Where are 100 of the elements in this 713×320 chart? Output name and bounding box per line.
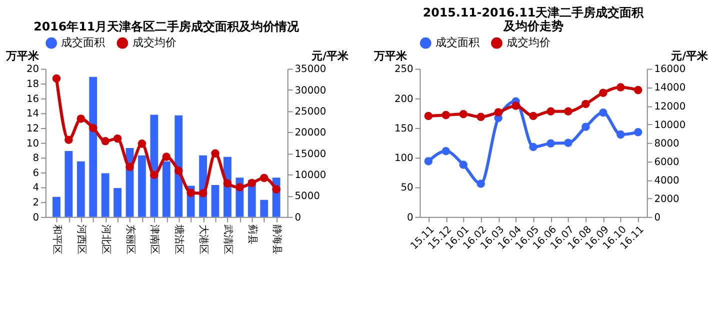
x-tick-label: 蓟县 (246, 224, 258, 244)
y2-tick-label: 2000 (654, 194, 680, 205)
y-axis-title: 万平米 (4, 49, 40, 62)
y2-tick-label: 10000 (654, 120, 686, 131)
y2-tick-label: 35000 (294, 64, 326, 76)
bar (174, 115, 183, 217)
y2-tick-label: 4000 (654, 175, 680, 186)
y2-tick-label: 30000 (294, 85, 326, 96)
point (442, 110, 450, 120)
y2-tick-label: 0 (294, 212, 302, 224)
point (150, 170, 158, 180)
point (223, 179, 232, 188)
y-tick-label: 20 (26, 64, 40, 76)
y2-tick-label: 12000 (654, 101, 686, 112)
point (162, 152, 171, 161)
x-tick-label: 武清区 (222, 224, 234, 254)
point (634, 86, 642, 94)
y-tick-label: 4 (32, 182, 40, 194)
point (564, 107, 572, 116)
legend-label: 成交面积 (436, 36, 480, 50)
y-tick-label: 150 (394, 123, 414, 134)
y2-tick-label: 14000 (654, 82, 686, 94)
point (186, 188, 195, 197)
point (424, 112, 433, 120)
point (459, 110, 468, 118)
bar (162, 161, 170, 217)
point (529, 142, 538, 152)
point (174, 166, 183, 175)
point (494, 108, 502, 116)
bar (76, 161, 85, 217)
point (564, 138, 572, 147)
y2-tick-label: 15000 (294, 148, 326, 160)
y2-tick-label: 0 (654, 212, 661, 224)
y-tick-label: 18 (26, 79, 40, 90)
y-tick-label: 8 (32, 153, 40, 164)
point (546, 107, 555, 116)
point (236, 183, 244, 192)
y-tick-label: 16 (26, 94, 40, 105)
point (138, 140, 146, 148)
point (616, 83, 625, 92)
x-tick-label: 大港区 (198, 224, 210, 254)
point (582, 122, 590, 131)
y2-tick-label: 5000 (294, 191, 320, 202)
bar (52, 196, 60, 217)
point (582, 100, 590, 108)
point (459, 160, 468, 169)
y2-tick-label: 25000 (294, 106, 326, 118)
point (88, 124, 98, 132)
x-tick-label: 静海县 (270, 224, 283, 254)
point (512, 102, 520, 110)
chart-title: 2015.11-2016.11天津二手房成交面积及均价走势 (422, 5, 645, 34)
y2-tick-label: 20000 (294, 128, 326, 139)
point (634, 128, 642, 136)
legend-label: 成交均价 (506, 36, 551, 50)
y-tick-label: 0 (32, 212, 40, 224)
bar (150, 114, 158, 217)
bar (260, 200, 268, 217)
y-tick-label: 0 (407, 212, 414, 224)
bar (138, 155, 146, 217)
point (126, 162, 134, 172)
point (529, 112, 538, 120)
y2-axis-title: 元/平米 (670, 49, 710, 62)
bar (114, 188, 122, 217)
point (64, 136, 73, 144)
point (546, 139, 555, 148)
point (476, 112, 485, 122)
point (113, 134, 122, 143)
y-tick-label: 250 (394, 64, 414, 76)
y-tick-label: 50 (400, 182, 414, 194)
bar (89, 76, 98, 217)
point (211, 149, 220, 158)
legend-label: 成交均价 (132, 36, 176, 50)
x-tick-label: 塘沽区 (173, 223, 186, 254)
bar (101, 173, 110, 217)
y2-tick-label: 16000 (654, 64, 686, 76)
x-tick-label: 和平区 (51, 224, 64, 254)
point (599, 88, 608, 97)
y-tick-label: 6 (32, 168, 40, 179)
point (76, 114, 86, 123)
x-tick-label: 东丽区 (124, 224, 136, 254)
chart-title: 2016年11月天津各区二手房成交面积及均价情况 (34, 19, 300, 34)
point (442, 147, 450, 156)
point (599, 108, 608, 117)
legend-label: 成交面积 (61, 36, 106, 50)
y-tick-label: 200 (394, 94, 414, 105)
x-tick-label: 津南区 (148, 224, 161, 254)
bar (211, 185, 220, 217)
y-axis-title: 万平米 (372, 49, 408, 62)
point (198, 189, 208, 198)
point (260, 174, 268, 182)
point (424, 157, 433, 166)
point (616, 130, 625, 139)
point (248, 178, 256, 188)
y2-tick-label: 10000 (294, 170, 326, 182)
y-tick-label: 2 (32, 198, 40, 209)
point (52, 74, 61, 83)
point (101, 137, 110, 146)
y-tick-label: 100 (394, 153, 414, 164)
y2-tick-label: 8000 (654, 138, 680, 150)
bar (64, 150, 73, 217)
